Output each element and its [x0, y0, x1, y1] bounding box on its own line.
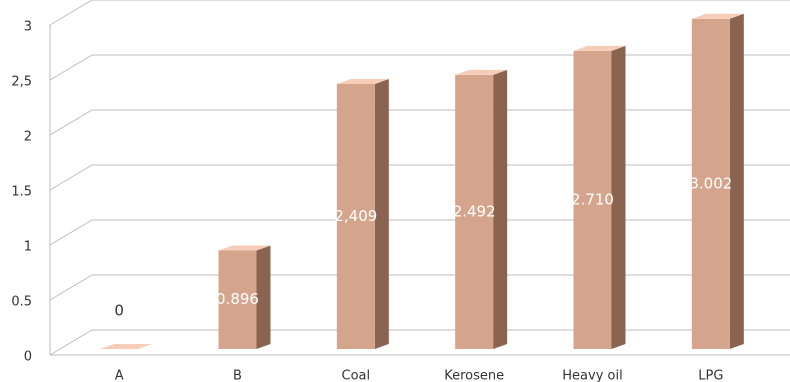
- bar-side: [611, 45, 626, 350]
- bar-side: [493, 69, 508, 349]
- x-tick-label: B: [233, 369, 242, 382]
- bar-side: [729, 13, 744, 350]
- y-tick-label: 1: [24, 240, 32, 255]
- bar-side: [256, 245, 271, 349]
- grid-line: [49, 54, 790, 81]
- y-tick-label: 2,5: [11, 75, 32, 90]
- grid-line: [49, 164, 790, 191]
- bar: [336, 84, 375, 349]
- data-label: 2.710: [571, 190, 614, 208]
- grid-line: [49, 329, 790, 356]
- bar-top: [573, 45, 626, 51]
- data-label: 2.492: [453, 202, 496, 220]
- y-tick-label: 0.5: [11, 295, 32, 310]
- data-label: 3.002: [689, 174, 732, 192]
- y-tick-label: 3: [24, 20, 32, 35]
- bar-top: [691, 13, 744, 19]
- y-tick-label: 1.5: [11, 185, 32, 200]
- data-label: 0: [114, 302, 124, 320]
- x-tick-label: LPG: [698, 369, 723, 382]
- data-label: 2,409: [334, 207, 377, 225]
- bar-side: [374, 79, 389, 349]
- bar: [573, 50, 612, 350]
- grid-line: [49, 219, 790, 246]
- bar-top: [100, 344, 153, 349]
- bar-top: [218, 245, 271, 251]
- bar-top: [336, 79, 389, 85]
- bar: [218, 250, 257, 349]
- grid-line: [49, 109, 790, 136]
- grid-line: [49, 0, 790, 26]
- x-tick-label: Kerosene: [444, 369, 504, 382]
- y-tick-label: 0: [24, 350, 32, 365]
- bar-top: [455, 69, 508, 75]
- bar: [691, 18, 730, 350]
- x-tick-label: Coal: [342, 369, 371, 382]
- x-tick-label: Heavy oil: [562, 369, 622, 382]
- x-tick-label: A: [115, 369, 124, 382]
- bar: [455, 74, 494, 349]
- data-label: 0.896: [216, 290, 259, 308]
- grid-line: [49, 274, 790, 301]
- y-tick-label: 2: [24, 130, 32, 145]
